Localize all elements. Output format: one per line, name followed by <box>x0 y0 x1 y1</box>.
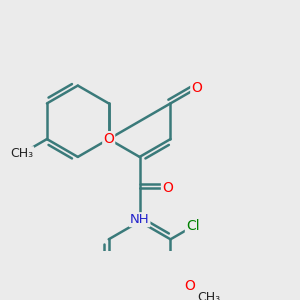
Text: O: O <box>103 132 114 146</box>
Text: O: O <box>162 181 173 195</box>
Text: O: O <box>184 279 195 293</box>
Text: NH: NH <box>130 213 149 226</box>
Text: CH₃: CH₃ <box>197 291 220 300</box>
Text: CH₃: CH₃ <box>10 147 33 160</box>
Text: Cl: Cl <box>186 220 200 233</box>
Text: O: O <box>191 81 202 95</box>
